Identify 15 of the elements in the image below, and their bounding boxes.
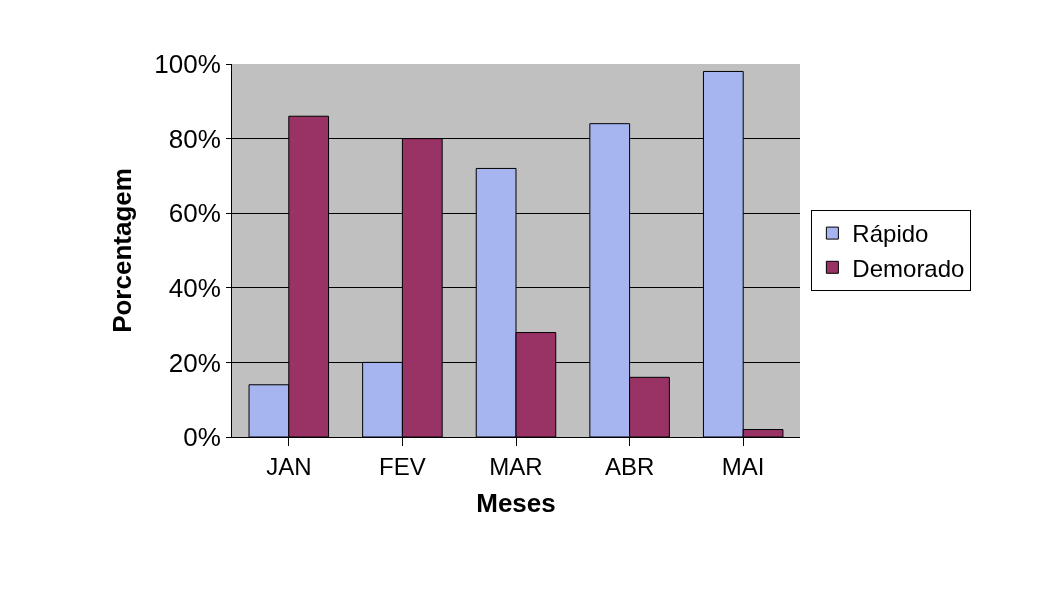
y-tick-label: 100% (154, 49, 221, 80)
legend-label: Demorado (852, 254, 965, 282)
x-tick-label: FEV (379, 452, 426, 480)
x-tick-label: ABR (604, 452, 655, 480)
legend-label: Rápido (852, 220, 929, 248)
x-axis-title: Meses (476, 488, 556, 519)
y-tick-label: 0% (183, 422, 221, 453)
y-tick-label: 40% (168, 272, 221, 303)
y-tick-label: 20% (168, 347, 221, 378)
x-tick-label: MAR (489, 452, 543, 480)
x-tick-label: MAI (721, 452, 765, 480)
y-axis-title: Porcentagem (106, 168, 137, 333)
y-tick-label: 60% (168, 198, 221, 229)
x-tick-label: JAN (266, 452, 312, 480)
y-tick-label: 80% (168, 123, 221, 154)
